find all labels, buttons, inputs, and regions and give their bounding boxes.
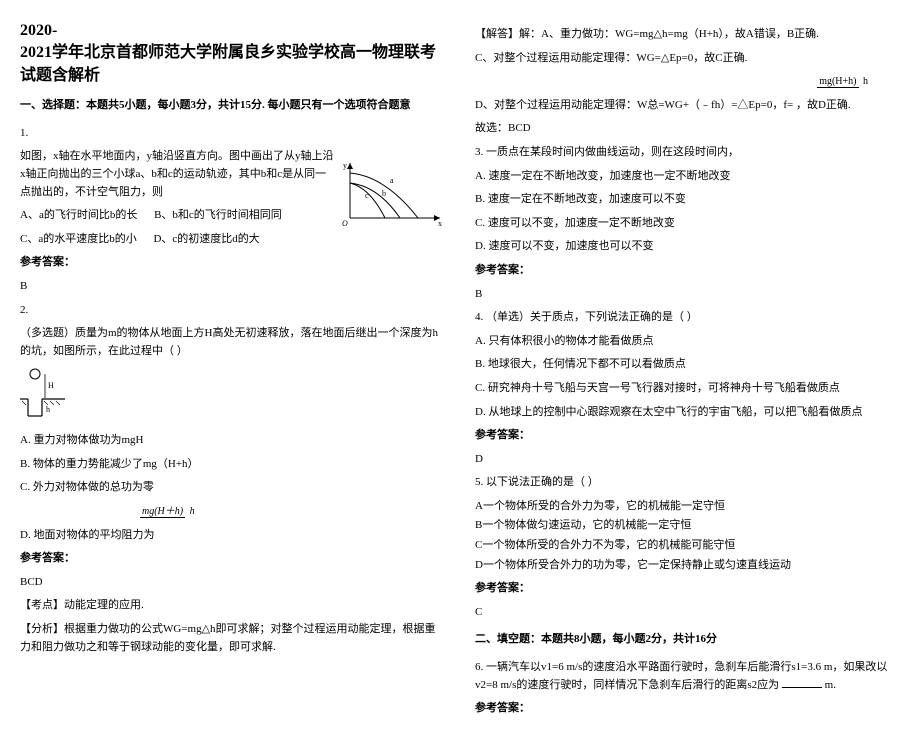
drop-pit-diagram: H h	[20, 366, 90, 426]
explain-frac-bot: h	[861, 76, 870, 87]
q3-ans: B	[475, 286, 900, 304]
q2-optC: C. 外力对物体做的总功为零	[20, 479, 445, 497]
q3-optA: A. 速度一定在不断地改变，加速度也一定不断地改变	[475, 168, 900, 186]
q2-frac-top: mg(H＋h)	[140, 506, 185, 518]
q4-ans-label: 参考答案：	[475, 427, 900, 445]
q3-num: 3.	[475, 146, 483, 158]
explain-frac-top: mg(H+h)	[817, 76, 858, 88]
q5-line: 5. 以下说法正确的是（ ）	[475, 474, 900, 492]
explain-conclude: 故选：BCD	[475, 120, 900, 138]
q2-frac-bot: h	[188, 506, 197, 517]
q6-line: 6. 一辆汽车以v1=6 m/s的速度沿水平路面行驶时，急刹车后能滑行s1=3.…	[475, 659, 900, 694]
q3-optC: C. 速度可以不变，加速度一定不断地改变	[475, 215, 900, 233]
q1-optA: A、a的飞行时间比b的长	[20, 209, 137, 221]
explain-frac: mg(H+h) h	[817, 74, 870, 90]
q2-figure: H h	[20, 366, 445, 426]
explain-c: C、对整个过程运用动能定理得：WG=△Ep=0，故C正确.	[475, 50, 900, 68]
svg-text:H: H	[48, 381, 54, 390]
q1-optB: B、b和c的飞行时间相同同	[154, 209, 282, 221]
q5-text: 以下说法正确的是（ ）	[486, 476, 599, 488]
explain-text: 解：A、重力做功：WG=mg△h=mg（H+h），故A错误，B正确.	[519, 28, 819, 40]
q4-optC: C. 研究神舟十号飞船与天宫一号飞行器对接时，可将神舟十号飞船看做质点	[475, 380, 900, 398]
explain-d: D、对整个过程运用动能定理得：W总=WG+（﹣fh）=△Ep=0，f= ，故D正…	[475, 97, 900, 115]
q4-line: 4. （单选）关于质点，下列说法正确的是（ ）	[475, 309, 900, 327]
q3-optD: D. 速度可以不变，加速度也可以不变	[475, 238, 900, 256]
q4-optD: D. 从地球上的控制中心跟踪观察在太空中飞行的宇宙飞船，可以把飞船看做质点	[475, 404, 900, 422]
q1-options-row2: C、a的水平速度比b的小 D、c的初速度比d的大	[20, 231, 445, 249]
q5-optD: D一个物体所受合外力的功为零，它一定保持静止或匀速直线运动	[475, 557, 900, 575]
q2-ans-label: 参考答案：	[20, 550, 445, 568]
q5-optB: B一个物体做匀速运动，它的机械能一定守恒	[475, 517, 900, 535]
q5-optC: C一个物体所受的合外力不为零，它的机械能可能守恒	[475, 537, 900, 555]
q2-exam: 【考点】动能定理的应用.	[20, 597, 445, 615]
projectile-diagram: y x O a b c	[340, 158, 445, 228]
q4-optB: B. 地球很大，任何情况下都不可以看做质点	[475, 356, 900, 374]
svg-text:a: a	[390, 176, 394, 185]
svg-text:y: y	[343, 161, 347, 170]
q2-formula-line: mg(H＋h) h	[20, 503, 445, 521]
q3-optB: B. 速度一定在不断地改变，加速度可以不变	[475, 191, 900, 209]
q1-figure: y x O a b c	[340, 158, 445, 228]
explain-label: 【解答】	[475, 28, 519, 40]
q5-optA: A一个物体所受的合外力为零，它的机械能一定守恒	[475, 498, 900, 516]
section1-heading: 一、选择题：本题共5小题，每小题3分，共计15分. 每小题只有一个选项符合题意	[20, 97, 445, 115]
q2-optB: B. 物体的重力势能减少了mg（H+h）	[20, 456, 445, 474]
title-main: 2021学年北京首都师范大学附属良乡实验学校高一物理联考试题含解析	[20, 44, 436, 83]
q2-optA: A. 重力对物体做功为mgH	[20, 432, 445, 450]
explain-d-pre: D、对整个过程运用动能定理得：W总=WG+（﹣fh）=△Ep=0，f=	[475, 99, 793, 111]
q1-ans-label: 参考答案：	[20, 254, 445, 272]
q6-num: 6.	[475, 661, 483, 673]
explain-d-post: ，故D正确.	[796, 99, 851, 111]
q2-ans: BCD	[20, 574, 445, 592]
q6-ans-label: 参考答案：	[475, 700, 900, 718]
q3-text: 一质点在某段时间内做曲线运动，则在这段时间内，	[486, 146, 739, 158]
svg-text:O: O	[342, 219, 348, 228]
svg-text:x: x	[438, 219, 442, 228]
q3-line: 3. 一质点在某段时间内做曲线运动，则在这段时间内，	[475, 144, 900, 162]
explain-d-frac-line: mg(H+h) h	[475, 73, 900, 91]
left-column: 2020- 2021学年北京首都师范大学附属良乡实验学校高一物理联考试题含解析 …	[20, 20, 445, 724]
q6-text2: m.	[825, 679, 836, 691]
q4-text: （单选）关于质点，下列说法正确的是（ ）	[486, 311, 698, 323]
explain-a-b: 【解答】解：A、重力做功：WG=mg△h=mg（H+h），故A错误，B正确.	[475, 26, 900, 44]
q5-num: 5.	[475, 476, 483, 488]
svg-text:h: h	[46, 405, 50, 414]
q6-blank	[782, 687, 822, 688]
q2-number: 2.	[20, 302, 445, 320]
q2-frac: mg(H＋h) h	[140, 504, 197, 520]
q1-number: 1.	[20, 125, 445, 143]
q1-optD: D、c的初速度比d的大	[153, 233, 259, 245]
svg-text:c: c	[365, 191, 369, 200]
q3-ans-label: 参考答案：	[475, 262, 900, 280]
section2-heading: 二、填空题：本题共8小题，每小题2分，共计16分	[475, 631, 900, 649]
q4-num: 4.	[475, 311, 483, 323]
q4-ans: D	[475, 451, 900, 469]
q5-ans: C	[475, 604, 900, 622]
title-year: 2020-	[20, 22, 57, 39]
q2-text: （多选题）质量为m的物体从地面上方H高处无初速释放，落在地面后继出一个深度为h的…	[20, 325, 445, 360]
q4-optA: A. 只有体积很小的物体才能看做质点	[475, 333, 900, 351]
doc-title: 2020- 2021学年北京首都师范大学附属良乡实验学校高一物理联考试题含解析	[20, 20, 445, 87]
q2-optD: D. 地面对物体的平均阻力为	[20, 527, 445, 545]
svg-text:b: b	[382, 189, 386, 198]
q1-optC: C、a的水平速度比b的小	[20, 233, 137, 245]
q1-ans: B	[20, 278, 445, 296]
right-column: 【解答】解：A、重力做功：WG=mg△h=mg（H+h），故A错误，B正确. C…	[475, 20, 900, 724]
q5-ans-label: 参考答案：	[475, 580, 900, 598]
